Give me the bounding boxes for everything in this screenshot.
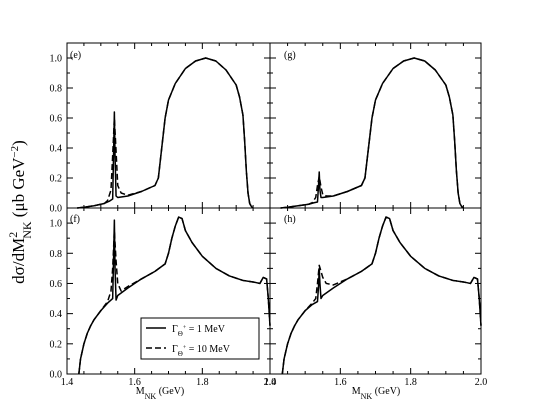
series-line-dashed-g bbox=[280, 57, 464, 209]
panel-frame-e bbox=[66, 42, 271, 209]
y-tick-label: 1.0 bbox=[50, 219, 63, 230]
legend: ΓΘ+ = 1 MeV ΓΘ+ = 10 MeV bbox=[140, 317, 260, 360]
series-line-solid-h bbox=[281, 216, 482, 375]
panel-frame-g bbox=[269, 42, 482, 209]
panel-label-f: (f) bbox=[70, 214, 80, 225]
panel-label-h: (h) bbox=[284, 214, 296, 225]
panel-label-g: (g) bbox=[284, 50, 296, 61]
x-tick-label: 1.6 bbox=[128, 377, 141, 388]
y-axis-label: dσ/dM2NK (μb GeV−2) bbox=[6, 140, 34, 284]
series-line-dashed-h bbox=[281, 216, 482, 375]
y-tick-label: 0.8 bbox=[50, 249, 63, 260]
panel-frame-h bbox=[269, 207, 482, 375]
y-tick-label: 0.4 bbox=[50, 144, 63, 155]
y-tick-label: 1.0 bbox=[50, 54, 63, 65]
y-tick-label: 0.6 bbox=[50, 114, 63, 125]
y-tick-label: 0.6 bbox=[50, 279, 63, 290]
series-line-solid-e bbox=[77, 57, 254, 209]
panel-label-e: (e) bbox=[70, 50, 81, 61]
x-axis-label-left: MNK (GeV) bbox=[136, 386, 185, 401]
legend-entry-1: ΓΘ+ = 1 MeV bbox=[172, 324, 226, 338]
x-tick-label: 1.6 bbox=[334, 377, 347, 388]
series-line-dashed-e bbox=[77, 57, 254, 209]
y-tick-label: 0.2 bbox=[50, 339, 63, 350]
ticks: 0.0 0.2 0.4 0.6 0.8 1.0 0.0 0.2 0.4 0.6 0.8 1.0 1.4 1… bbox=[50, 42, 488, 388]
y-tick-label: 0.4 bbox=[50, 309, 63, 320]
series-line-solid-g bbox=[280, 57, 464, 209]
x-tick-label: 2.0 bbox=[475, 377, 488, 388]
curves bbox=[77, 57, 482, 375]
x-tick-label: 1.4 bbox=[264, 377, 277, 388]
y-tick-label: 0.0 bbox=[50, 370, 63, 381]
legend-entry-2: ΓΘ+ = 10 MeV bbox=[172, 344, 231, 358]
x-tick-label: 2.0 bbox=[264, 377, 277, 388]
x-tick-label: 1.8 bbox=[404, 377, 417, 388]
series-line-dashed-f bbox=[78, 216, 271, 375]
x-axis-label-right: MNK (GeV) bbox=[352, 386, 401, 401]
y-tick-label: 0.2 bbox=[50, 174, 63, 185]
x-tick-label: 1.4 bbox=[61, 377, 74, 388]
y-tick-label: 0.8 bbox=[50, 84, 63, 95]
legend-box bbox=[140, 317, 260, 360]
y-tick-label: 0.0 bbox=[50, 204, 63, 215]
x-tick-label: 1.8 bbox=[196, 377, 209, 388]
